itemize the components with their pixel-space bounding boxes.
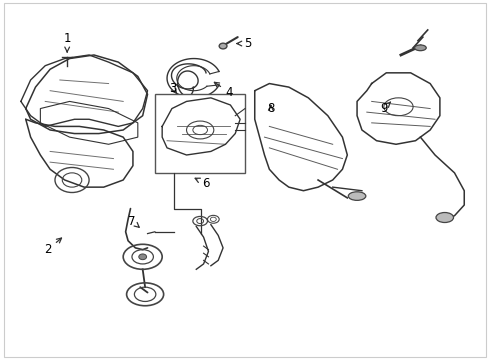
- Ellipse shape: [436, 212, 454, 222]
- Text: 8: 8: [267, 102, 274, 115]
- Ellipse shape: [139, 254, 147, 260]
- Bar: [155, 94, 245, 173]
- Text: 6: 6: [195, 177, 210, 190]
- Text: 2: 2: [44, 238, 62, 256]
- Text: 3: 3: [169, 82, 176, 95]
- Text: 1: 1: [63, 32, 71, 52]
- Text: 9: 9: [380, 102, 391, 115]
- Text: 5: 5: [237, 37, 251, 50]
- Text: 4: 4: [214, 82, 233, 99]
- Text: 7: 7: [128, 215, 139, 228]
- Ellipse shape: [219, 43, 227, 49]
- Ellipse shape: [415, 45, 426, 51]
- Ellipse shape: [348, 192, 366, 201]
